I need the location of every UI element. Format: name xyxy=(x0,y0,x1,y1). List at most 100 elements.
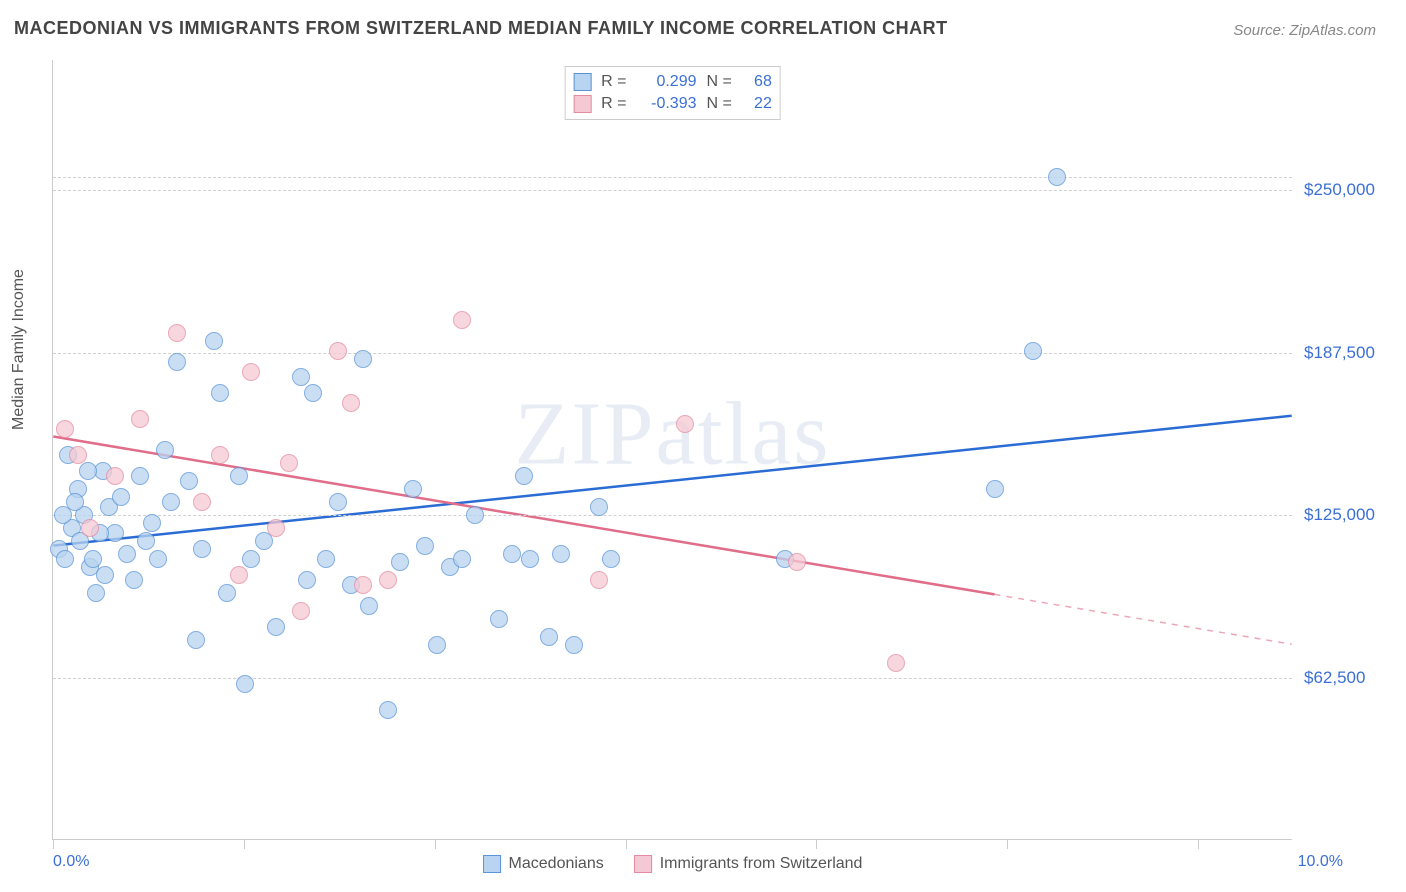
data-point xyxy=(416,537,434,555)
data-point xyxy=(230,566,248,584)
data-point xyxy=(205,332,223,350)
data-point xyxy=(137,532,155,550)
data-point xyxy=(540,628,558,646)
x-tick xyxy=(816,839,817,849)
data-point xyxy=(96,566,114,584)
data-point xyxy=(676,415,694,433)
x-tick xyxy=(435,839,436,849)
data-point xyxy=(218,584,236,602)
data-point xyxy=(112,488,130,506)
data-point xyxy=(590,571,608,589)
data-point xyxy=(180,472,198,490)
data-point xyxy=(602,550,620,568)
data-point xyxy=(552,545,570,563)
data-point xyxy=(329,493,347,511)
legend-item: Immigrants from Switzerland xyxy=(634,855,863,873)
data-point xyxy=(149,550,167,568)
data-point xyxy=(81,519,99,537)
x-tick xyxy=(244,839,245,849)
data-point xyxy=(193,540,211,558)
data-point xyxy=(267,618,285,636)
data-point xyxy=(267,519,285,537)
data-point xyxy=(292,602,310,620)
legend-n-label: N = xyxy=(707,73,732,91)
legend-label: Immigrants from Switzerland xyxy=(660,855,863,873)
legend-label: Macedonians xyxy=(509,855,604,873)
data-point xyxy=(1024,342,1042,360)
data-point xyxy=(162,493,180,511)
data-point xyxy=(125,571,143,589)
data-point xyxy=(56,550,74,568)
x-tick-label: 10.0% xyxy=(1298,853,1343,871)
data-point xyxy=(168,353,186,371)
data-point xyxy=(156,441,174,459)
data-point xyxy=(354,350,372,368)
legend-item: Macedonians xyxy=(483,855,604,873)
data-point xyxy=(565,636,583,654)
data-point xyxy=(242,363,260,381)
data-point xyxy=(298,571,316,589)
data-point xyxy=(106,467,124,485)
data-point xyxy=(193,493,211,511)
data-point xyxy=(118,545,136,563)
legend-swatch xyxy=(634,855,652,873)
source-attribution: Source: ZipAtlas.com xyxy=(1233,22,1376,39)
data-point xyxy=(236,675,254,693)
legend-swatch xyxy=(573,73,591,91)
data-point xyxy=(131,467,149,485)
data-point xyxy=(69,446,87,464)
legend-row: R =-0.393N =22 xyxy=(573,93,772,115)
legend-n-value: 22 xyxy=(742,95,772,113)
x-tick xyxy=(53,839,54,849)
data-point xyxy=(304,384,322,402)
data-point xyxy=(187,631,205,649)
gridline-h xyxy=(53,190,1292,191)
y-tick-label: $187,500 xyxy=(1304,343,1394,363)
gridline-h xyxy=(53,353,1292,354)
data-point xyxy=(391,553,409,571)
data-point xyxy=(342,394,360,412)
data-point xyxy=(84,550,102,568)
data-point xyxy=(788,553,806,571)
legend-r-value: 0.299 xyxy=(637,73,697,91)
x-tick xyxy=(1198,839,1199,849)
data-point xyxy=(280,454,298,472)
data-point xyxy=(360,597,378,615)
legend-n-label: N = xyxy=(707,95,732,113)
data-point xyxy=(503,545,521,563)
data-point xyxy=(79,462,97,480)
y-tick-label: $62,500 xyxy=(1304,668,1394,688)
data-point xyxy=(354,576,372,594)
data-point xyxy=(379,701,397,719)
data-point xyxy=(242,550,260,568)
correlation-legend: R =0.299N =68R =-0.393N =22 xyxy=(564,66,781,120)
data-point xyxy=(230,467,248,485)
data-point xyxy=(168,324,186,342)
source-value: ZipAtlas.com xyxy=(1289,22,1376,39)
data-point xyxy=(56,420,74,438)
y-axis-label: Median Family Income xyxy=(10,269,28,430)
legend-swatch xyxy=(483,855,501,873)
legend-row: R = 0.299 N = 68 xyxy=(573,71,772,93)
legend-n-value: 68 xyxy=(742,73,772,91)
y-tick-label: $125,000 xyxy=(1304,505,1394,525)
data-point xyxy=(515,467,533,485)
data-point xyxy=(143,514,161,532)
data-point xyxy=(521,550,539,568)
data-point xyxy=(986,480,1004,498)
source-label: Source: xyxy=(1233,22,1285,39)
legend-r-label: R = xyxy=(601,73,626,91)
watermark: ZIPatlas xyxy=(515,382,831,485)
data-point xyxy=(453,550,471,568)
data-point xyxy=(887,654,905,672)
data-point xyxy=(379,571,397,589)
data-point xyxy=(329,342,347,360)
x-tick xyxy=(626,839,627,849)
data-point xyxy=(490,610,508,628)
data-point xyxy=(292,368,310,386)
data-point xyxy=(466,506,484,524)
data-point xyxy=(211,384,229,402)
data-point xyxy=(453,311,471,329)
series-legend: Macedonians Immigrants from Switzerland xyxy=(483,855,863,873)
legend-swatch xyxy=(573,95,591,113)
